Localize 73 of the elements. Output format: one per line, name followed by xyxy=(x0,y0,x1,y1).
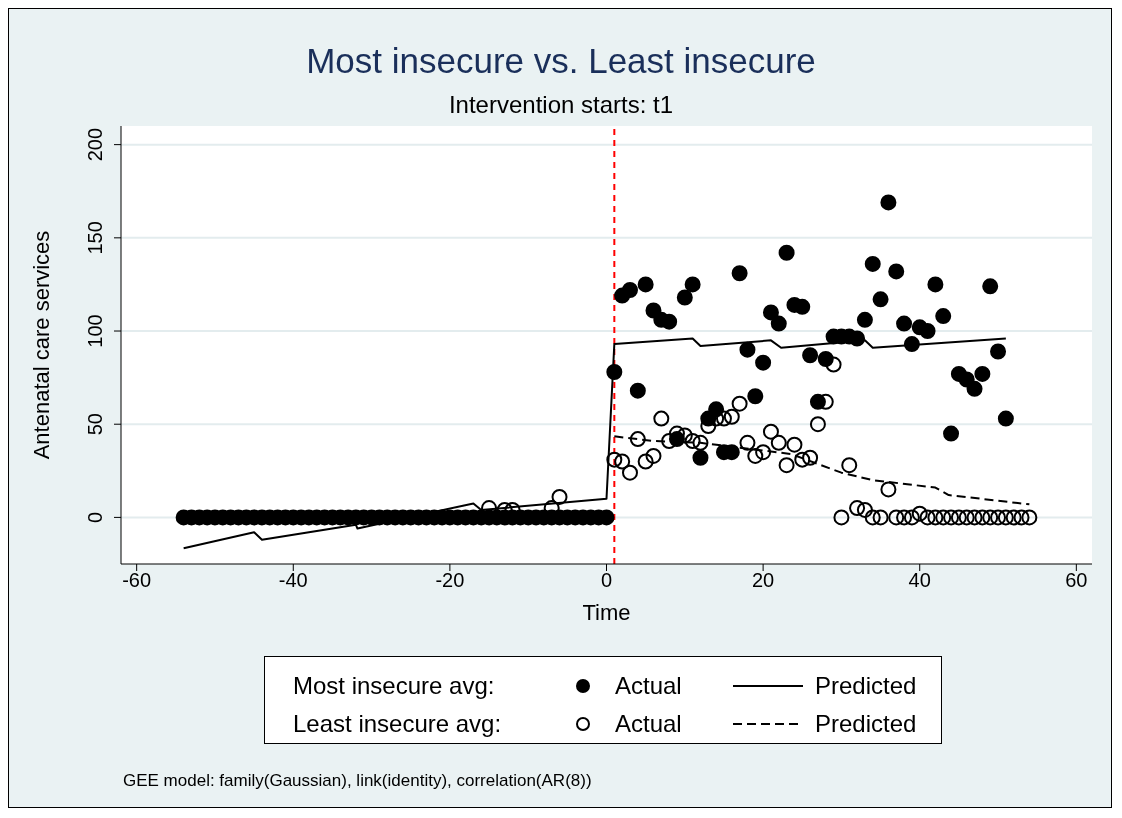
x-tick-label: -20 xyxy=(435,569,465,592)
y-tick-label: 200 xyxy=(84,127,106,162)
point xyxy=(903,509,920,526)
point xyxy=(786,436,803,453)
point xyxy=(1013,509,1030,526)
x-tick-label: 0 xyxy=(600,569,613,592)
point xyxy=(919,509,936,526)
point xyxy=(676,427,693,444)
point xyxy=(825,356,842,373)
point xyxy=(864,509,881,526)
point xyxy=(974,509,991,526)
point xyxy=(927,509,944,526)
y-tick-label: 150 xyxy=(84,221,106,255)
y-tick-label: 0 xyxy=(84,511,106,523)
point xyxy=(692,434,709,451)
point xyxy=(739,434,756,451)
legend-label: Actual xyxy=(615,710,682,738)
point xyxy=(629,431,646,448)
text: Most insecure avg: xyxy=(293,672,496,700)
point xyxy=(653,410,670,427)
point xyxy=(645,447,662,464)
point xyxy=(880,481,897,498)
point xyxy=(849,500,866,517)
point xyxy=(841,457,858,474)
text: Least insecure avg: xyxy=(293,710,503,738)
y-axis-title: Antenatal care services xyxy=(28,230,54,460)
point xyxy=(990,509,1007,526)
point xyxy=(778,457,795,474)
point xyxy=(762,423,779,440)
point xyxy=(606,451,623,468)
point xyxy=(997,509,1014,526)
x-tick-label: -40 xyxy=(278,569,308,592)
point xyxy=(770,434,787,451)
point xyxy=(896,509,913,526)
legend-label: Predicted xyxy=(815,710,917,738)
chart-subtitle: Intervention starts: t1 xyxy=(447,91,675,119)
point xyxy=(966,509,983,526)
y-tick-label: 100 xyxy=(84,314,106,348)
point xyxy=(794,451,811,468)
point xyxy=(950,509,967,526)
point xyxy=(715,410,732,427)
x-axis-title: Time xyxy=(582,599,631,625)
point xyxy=(833,509,850,526)
point xyxy=(621,464,638,481)
point xyxy=(935,509,952,526)
point xyxy=(551,488,568,505)
point xyxy=(747,447,764,464)
point xyxy=(982,509,999,526)
point xyxy=(614,453,631,470)
point xyxy=(911,505,928,522)
point xyxy=(958,509,975,526)
point xyxy=(809,416,826,433)
point xyxy=(943,509,960,526)
x-tick-label: 20 xyxy=(751,569,775,592)
text: GEE model: family(Gaussian), link(identity), correlation(AR(8)) xyxy=(123,771,592,791)
point xyxy=(872,509,889,526)
point xyxy=(1021,509,1038,526)
point xyxy=(684,432,701,449)
y-tick-label: 50 xyxy=(84,413,106,436)
chart-title: Most insecure vs. Least insecure xyxy=(305,41,817,81)
point xyxy=(802,449,819,466)
legend-label: Predicted xyxy=(815,672,917,700)
x-tick-label: 40 xyxy=(908,569,931,592)
x-tick-label: 60 xyxy=(1065,569,1088,592)
x-tick-label: -60 xyxy=(122,569,152,592)
point xyxy=(731,395,748,412)
point xyxy=(723,408,740,425)
point xyxy=(856,501,873,518)
point xyxy=(755,444,772,461)
point xyxy=(888,509,905,526)
point xyxy=(1005,509,1022,526)
point xyxy=(637,453,654,470)
legend-label: Actual xyxy=(615,672,682,700)
